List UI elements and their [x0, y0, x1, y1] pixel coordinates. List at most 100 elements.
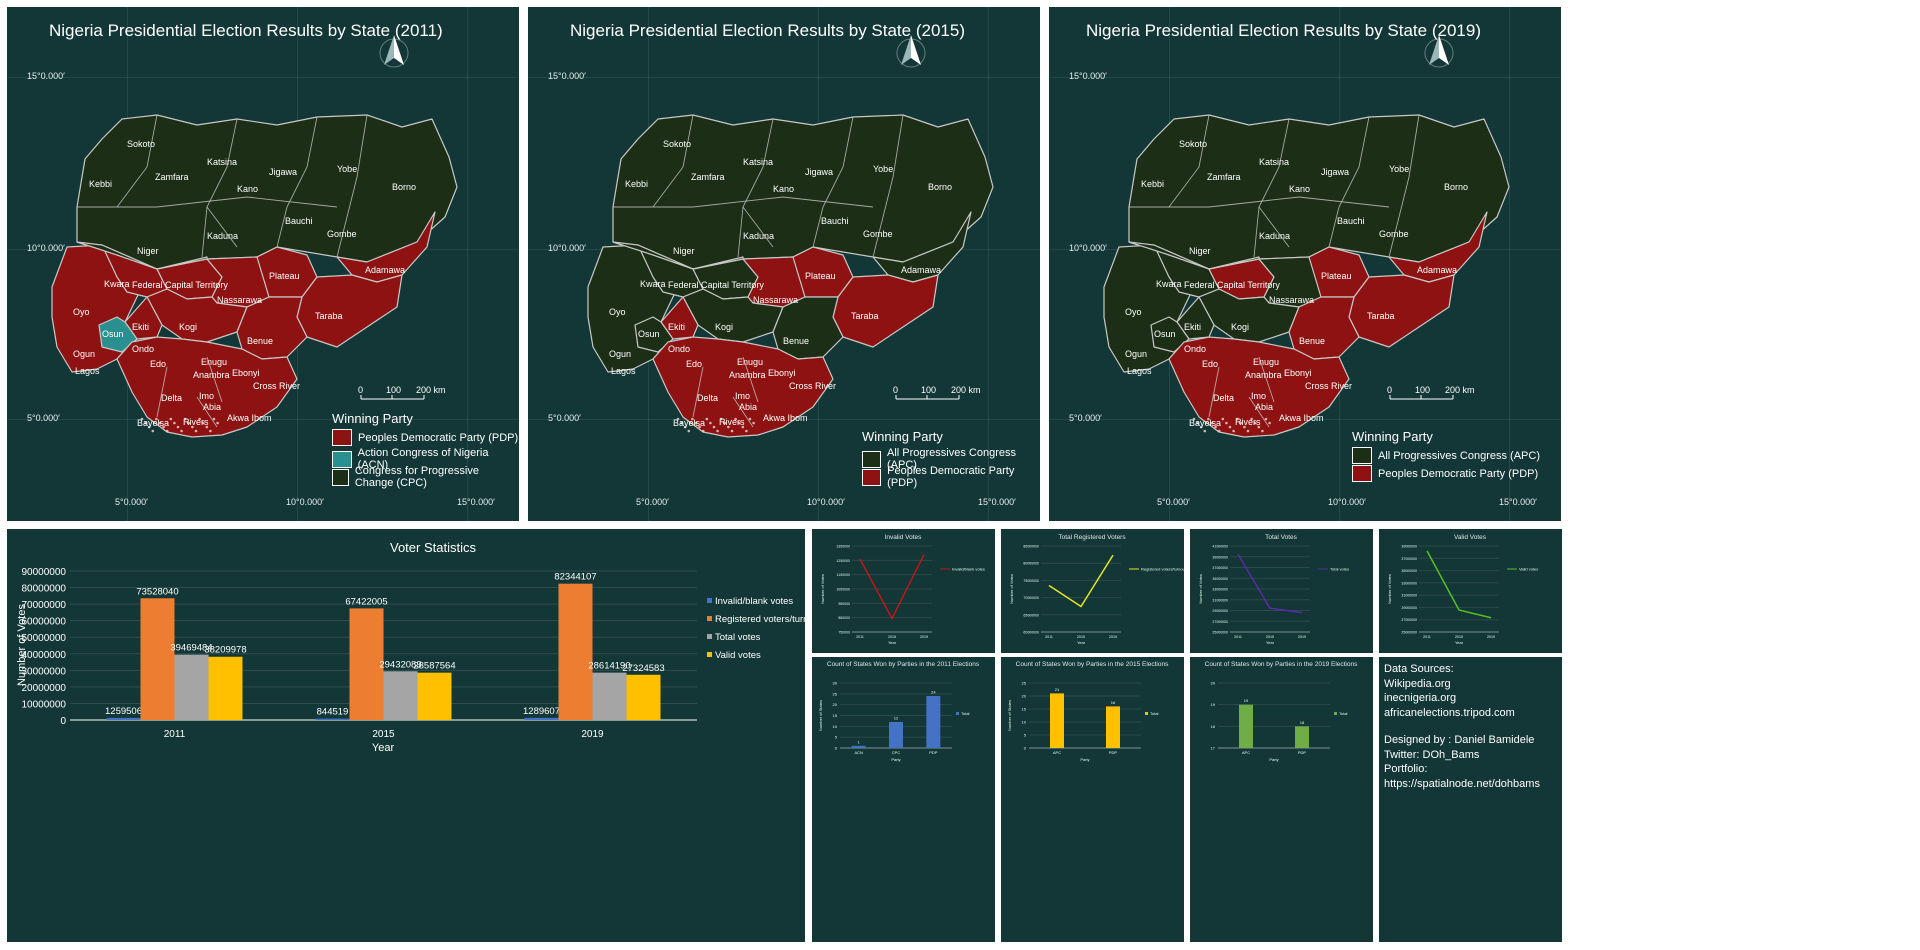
state-label: Oyo [1125, 307, 1142, 317]
states-2019-chart-panel: Count of States Won by Parties in the 20… [1190, 657, 1373, 942]
y-tick-label: 80000000 [1023, 562, 1039, 566]
legend-marker [707, 634, 712, 639]
y-tick-label: 15 [833, 713, 838, 718]
y-tick-label: 65000000 [1023, 613, 1039, 617]
data-sources-panel: Data Sources: Wikipedia.org inecnigeria.… [1379, 657, 1562, 942]
state-label: Delta [161, 393, 182, 403]
coastal-delta-texture [1196, 421, 1199, 425]
state-label: Kwara [640, 279, 666, 289]
y-tick-label: 20 [833, 702, 838, 707]
map-graticule-line [1049, 77, 1561, 78]
scale-label: 0 [1387, 385, 1392, 395]
series-line [1237, 553, 1303, 614]
coastal-delta-texture [194, 429, 198, 433]
coastal-delta-texture [705, 417, 709, 421]
coastal-delta-texture [730, 429, 734, 433]
y-tick-label: 1350000 [836, 545, 850, 549]
bar [592, 672, 627, 720]
y-tick-label: 30 [833, 681, 838, 686]
map-panel-2019: Nigeria Presidential Election Results by… [1049, 7, 1561, 521]
bar [140, 598, 175, 720]
chart-title: Invalid Votes [885, 534, 923, 541]
state-label: Plateau [805, 271, 836, 281]
bar [383, 671, 418, 720]
coastal-delta-texture [734, 417, 737, 421]
source-link[interactable]: africanelections.tripod.com [1384, 706, 1515, 719]
state-region-benue [236, 296, 308, 360]
latitude-label: 10°0.000′ [548, 243, 586, 253]
x-tick-label: 2019 [1109, 635, 1117, 639]
x-tick-label: 2015 [888, 635, 896, 639]
portfolio-link[interactable]: Portfolio: https://spatialnode.net/dohba… [1384, 763, 1540, 790]
source-link[interactable]: Wikipedia.org [1384, 677, 1451, 690]
x-axis-label: Party [1269, 757, 1278, 762]
y-tick-label: 41000000 [1212, 545, 1228, 549]
y-tick-label: 1250000 [836, 559, 850, 563]
chart-title: Voter Statistics [390, 540, 476, 555]
y-tick-label: 5 [835, 735, 838, 740]
state-label: Ondo [132, 344, 154, 354]
data-label: 82344107 [554, 572, 596, 583]
state-border [1168, 114, 1210, 208]
state-label: Kaduna [1259, 231, 1290, 241]
legend-marker [707, 598, 712, 603]
bar [349, 608, 384, 720]
valid-votes-chart: Valid Votes 25000000 27000000 29000000 31000… [1387, 534, 1538, 645]
state-region-osun [634, 316, 674, 353]
y-tick-label: 25000000 [1212, 631, 1228, 635]
state-label: Rivers [1235, 417, 1261, 427]
chart-title: Count of States Won by Parties in the 20… [827, 661, 980, 668]
state-border [1388, 114, 1420, 258]
state-label: Delta [697, 393, 718, 403]
data-label: 28614190 [588, 661, 630, 672]
invalid-votes-chart: Invalid Votes 750000 850000 950000 1050000 11… [820, 534, 985, 645]
coastal-delta-texture [709, 421, 712, 425]
coastal-delta-texture [737, 421, 741, 425]
coastal-delta-texture [741, 425, 745, 429]
state-border [276, 116, 318, 248]
x-tick-label: 2019 [581, 729, 604, 740]
state-label: Katsina [1259, 157, 1289, 167]
y-tick-label: 850000 [838, 616, 850, 620]
state-label: Kano [1289, 184, 1310, 194]
coastal-delta-texture [716, 429, 719, 433]
bar [1106, 706, 1120, 748]
coastal-delta-texture [162, 425, 165, 429]
y-tick-label: 950000 [838, 602, 850, 606]
state-border [156, 366, 168, 418]
state-label: Enugu [201, 357, 227, 367]
valid-votes-chart-panel: Valid Votes 25000000 27000000 29000000 31000… [1379, 529, 1562, 653]
latitude-label: 15°0.000′ [1069, 71, 1107, 81]
state-label: Nassarawa [753, 295, 798, 305]
scale-label: 200 km [416, 385, 446, 395]
state-border [206, 356, 223, 403]
x-axis-label: Party [1080, 757, 1089, 762]
source-link[interactable]: inecnigeria.org [1384, 692, 1457, 704]
data-label: 12 [894, 716, 899, 721]
designer-credit: Designed by : Daniel Bamidele [1384, 734, 1535, 746]
coastal-delta-texture [683, 425, 687, 429]
state-label: Osun [102, 329, 124, 339]
map-panel-2011: Nigeria Presidential Election Results by… [7, 7, 519, 521]
state-border [742, 206, 774, 248]
longitude-label: 5°0.000′ [1157, 497, 1190, 507]
coastal-delta-texture [691, 417, 694, 421]
y-tick-label: 25 [1022, 681, 1027, 686]
longitude-label: 15°0.000′ [457, 497, 495, 507]
legend-marker [1145, 712, 1148, 715]
state-label: Zamfara [691, 172, 725, 182]
state-label: Edo [1202, 359, 1218, 369]
state-label: Gombe [1379, 229, 1409, 239]
state-label: Zamfara [155, 172, 189, 182]
north-arrow-icon [896, 35, 926, 68]
bar [315, 718, 350, 720]
x-axis-label: Year [372, 742, 395, 754]
state-label: Kano [773, 184, 794, 194]
state-label: Jigawa [1321, 167, 1349, 177]
y-tick-label: 80000000 [22, 584, 67, 595]
coastal-delta-texture [1225, 421, 1228, 425]
coastal-delta-texture [1199, 425, 1203, 429]
state-label: Anambra [1245, 370, 1282, 380]
state-label: Ondo [1184, 344, 1206, 354]
twitter-handle: Twitter: DOh_Bams [1384, 748, 1480, 761]
